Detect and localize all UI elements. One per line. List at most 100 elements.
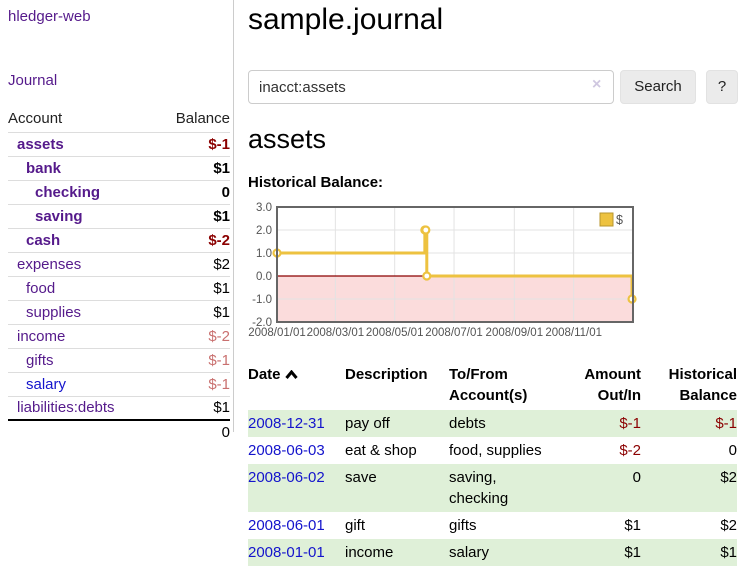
transaction-date-link[interactable]: 2008-12-31 [248, 415, 325, 432]
account-link-bank[interactable]: bank [26, 159, 62, 177]
transaction-description: income [345, 539, 449, 566]
transaction-amount: $-1 [561, 410, 641, 437]
account-heading: assets [248, 124, 327, 154]
legend-swatch [599, 212, 614, 227]
account-row-cash: cash $-2 [8, 227, 230, 252]
sidebar-item-journal[interactable]: Journal [8, 72, 58, 89]
register-row: 2008-06-02 save saving, checking 0 $2 [248, 464, 737, 512]
transaction-amount: $1 [624, 517, 641, 534]
account-link-gifts[interactable]: gifts [26, 351, 54, 369]
accounts-table: Account Balance assets $-1 bank $1 check… [8, 106, 230, 444]
account-link-cash[interactable]: cash [26, 231, 61, 249]
x-axis-tick-label: 2008/05/01 [366, 327, 424, 339]
balance-column-header: Balance [175, 110, 230, 128]
transaction-balance: 0 [728, 442, 737, 459]
transaction-date-link[interactable]: 2008-01-01 [248, 544, 325, 561]
accounts-total-row: 0 [8, 419, 230, 444]
account-link-food[interactable]: food [26, 279, 56, 297]
account-row-salary: salary $-1 [8, 371, 230, 396]
clear-search-icon[interactable]: × [592, 76, 602, 93]
account-link-supplies[interactable]: supplies [26, 303, 82, 321]
account-row-liabilities-debts: liabilities:debts $1 [8, 395, 230, 420]
register-row: 2008-06-01 gift gifts $1 $2 [248, 512, 737, 539]
account-row-income: income $-2 [8, 323, 230, 348]
account-balance: $1 [155, 155, 230, 180]
account-row-supplies: supplies $1 [8, 299, 230, 324]
account-balance: $1 [155, 275, 230, 300]
transaction-accounts: gifts [449, 517, 477, 534]
transaction-date-link[interactable]: 2008-06-02 [248, 469, 325, 486]
account-balance: $-2 [155, 323, 230, 348]
register-header-row: Date Description To/From Account(s) Amou… [248, 362, 737, 410]
y-axis-tick-label: -1.0 [252, 294, 272, 306]
x-axis-tick-label: 2008/01/01 [248, 327, 306, 339]
legend-label: $ [616, 213, 623, 227]
accounts-total-value: 0 [155, 419, 230, 444]
y-axis-tick-label: -2.0 [252, 317, 272, 329]
sidebar-divider [233, 0, 234, 432]
transaction-date-link[interactable]: 2008-06-01 [248, 517, 325, 534]
transaction-accounts: food, supplies [449, 442, 542, 459]
search-input[interactable] [248, 70, 614, 104]
transaction-description: eat & shop [345, 442, 417, 459]
transaction-amount: $1 [561, 539, 641, 566]
date-header-label: Date [248, 366, 281, 383]
account-balance: $1 [155, 299, 230, 324]
account-row-gifts: gifts $-1 [8, 347, 230, 372]
transaction-amount: $-2 [619, 442, 641, 459]
x-axis-tick-label: 2008/11/01 [545, 327, 602, 339]
transaction-balance: $-1 [641, 410, 737, 437]
register-row: 2008-12-31 pay off debts $-1 $-1 [248, 410, 737, 437]
account-row-food: food $1 [8, 275, 230, 300]
account-balance: $-1 [155, 371, 230, 396]
accounts-column-header: Account [8, 110, 63, 128]
historical-balance-chart: $3.0 2.0 1.0 0.0 -1.0 -2.0 2008/01/01 2008/03/0… [248, 200, 650, 350]
account-balance: $1 [155, 395, 230, 420]
transaction-description: pay off [345, 410, 449, 437]
transaction-accounts: salary [449, 539, 561, 566]
column-header-balance: Historical Balance [668, 366, 737, 404]
search-button[interactable]: Search [620, 70, 696, 104]
register-table: Date Description To/From Account(s) Amou… [248, 362, 737, 566]
column-header-amount: Amount Out/In [584, 366, 641, 404]
main-content: sample.journal × Search ? assets Histori… [248, 0, 742, 582]
transaction-date-link[interactable]: 2008-06-03 [248, 442, 325, 459]
account-balance: $2 [155, 251, 230, 276]
y-axis-tick-label: 2.0 [256, 225, 272, 237]
account-link-liabilities-debts[interactable]: liabilities:debts [17, 399, 115, 417]
transaction-accounts: saving, checking [449, 464, 561, 512]
account-balance: $-1 [155, 131, 230, 156]
help-button[interactable]: ? [706, 70, 738, 104]
account-link-expenses[interactable]: expenses [17, 255, 82, 273]
historical-balance-label: Historical Balance: [248, 174, 384, 191]
account-link-checking[interactable]: checking [35, 183, 101, 201]
account-link-assets[interactable]: assets [17, 135, 64, 153]
account-row-saving: saving $1 [8, 203, 230, 228]
search-bar: × Search ? [248, 70, 742, 104]
account-link-saving[interactable]: saving [35, 207, 83, 225]
transaction-amount: 0 [561, 464, 641, 512]
app-title-link[interactable]: hledger-web [8, 8, 91, 25]
account-row-bank: bank $1 [8, 155, 230, 180]
x-axis-tick-label: 2008/03/01 [307, 327, 365, 339]
account-link-salary[interactable]: salary [26, 375, 67, 393]
transaction-balance: $1 [641, 539, 737, 566]
column-header-description: Description [345, 366, 428, 383]
account-row-checking: checking 0 [8, 179, 230, 204]
accounts-header-row: Account Balance [8, 106, 230, 132]
account-balance: 0 [155, 179, 230, 204]
account-balance: $-2 [155, 227, 230, 252]
transaction-description: save [345, 464, 449, 512]
account-balance: $-1 [155, 347, 230, 372]
transaction-description: gift [345, 517, 366, 534]
column-header-date[interactable]: Date [248, 362, 345, 410]
transaction-balance: $2 [641, 464, 737, 512]
y-axis-tick-label: 3.0 [256, 202, 272, 214]
page-title: sample.journal [248, 3, 444, 36]
column-header-accounts: To/From Account(s) [449, 366, 528, 404]
x-axis-tick-label: 2008/09/01 [486, 327, 544, 339]
x-axis-tick-label: 2008/07/01 [425, 327, 483, 339]
account-link-income[interactable]: income [17, 327, 66, 345]
